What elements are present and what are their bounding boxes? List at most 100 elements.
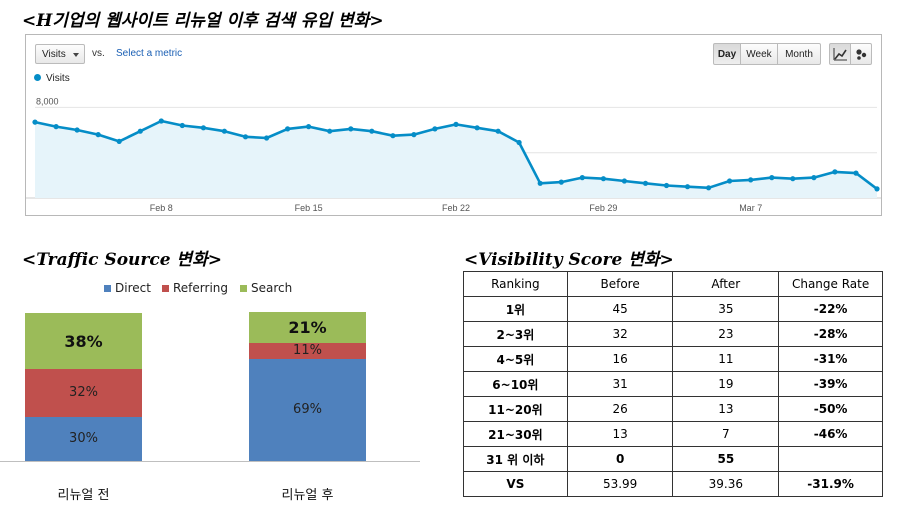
cell-ranking: 6~10위: [463, 371, 568, 397]
data-point: [874, 186, 880, 192]
cell-before: 31: [566, 371, 674, 397]
data-point: [53, 124, 59, 130]
visibility-score-title: <Visibility Score 변화>: [464, 250, 674, 270]
data-point: [748, 177, 754, 183]
bar-segment-label: 30%: [69, 431, 98, 447]
data-point: [495, 128, 501, 134]
table-row: 21~30위 13 7 -46%: [463, 421, 883, 447]
legend-direct-label: Direct: [115, 281, 151, 295]
line-chart-icon: [833, 48, 847, 61]
cell-change-rate: -46%: [778, 421, 883, 447]
table-row: 2~3위 32 23 -28%: [463, 321, 883, 347]
data-point: [706, 185, 712, 191]
bar-segment-label: 21%: [288, 317, 327, 337]
x-tick-label: Feb 8: [150, 203, 173, 213]
legend-referring-swatch: [162, 285, 169, 292]
data-point: [158, 118, 164, 124]
motion-chart-button[interactable]: [850, 43, 872, 65]
table-row: 6~10위 31 19 -39%: [463, 371, 883, 397]
column-header-ranking: Ranking: [463, 271, 568, 297]
data-point: [832, 169, 838, 175]
column-header-before: Before: [566, 271, 674, 297]
x-tick-label: Feb 29: [589, 203, 617, 213]
data-point: [453, 121, 459, 127]
x-tick-label: Feb 22: [442, 203, 470, 213]
cell-after: 13: [672, 396, 780, 422]
cell-change-rate: -50%: [778, 396, 883, 422]
cell-before: 53.99: [566, 471, 674, 497]
cell-ranking: 2~3위: [463, 321, 568, 347]
table-row: 11~20위 26 13 -50%: [463, 396, 883, 422]
data-point: [74, 127, 80, 133]
vs-label: vs.: [92, 48, 105, 59]
data-point: [116, 138, 122, 144]
data-point: [411, 132, 417, 138]
y-tick-label: 8,000: [36, 96, 59, 106]
data-point: [474, 125, 480, 131]
cell-change-rate: -28%: [778, 321, 883, 347]
data-point: [285, 126, 291, 132]
granularity-month-button[interactable]: Month: [777, 43, 821, 65]
bar-segment-referring: 32%: [25, 369, 142, 417]
traffic-source-title: <Traffic Source 변화>: [22, 250, 222, 270]
legend-search: Search: [240, 281, 292, 295]
metric-select[interactable]: Visits: [35, 44, 85, 64]
table-row: VS 53.99 39.36 -31.9%: [463, 471, 883, 497]
data-point: [663, 182, 670, 189]
cell-after: 23: [672, 321, 780, 347]
cell-after: 55: [672, 446, 780, 472]
cell-ranking: VS: [463, 471, 568, 497]
data-point: [200, 125, 206, 131]
data-point: [537, 180, 543, 186]
data-point: [600, 176, 607, 182]
table-header-row: Ranking Before After Change Rate: [463, 271, 883, 297]
cell-after: 11: [672, 346, 780, 372]
cell-after: 19: [672, 371, 780, 397]
analytics-panel: Visits vs. Select a metric Day Week Mont…: [25, 34, 882, 216]
data-point: [558, 179, 564, 185]
cell-ranking: 1위: [463, 296, 568, 322]
data-point: [684, 184, 691, 190]
legend-search-swatch: [240, 285, 247, 292]
cell-before: 0: [566, 446, 674, 472]
cell-change-rate: -31.9%: [778, 471, 883, 497]
motion-chart-icon: [856, 49, 867, 60]
web-traffic-title: <H기업의 웹사이트 리뉴얼 이후 검색 유입 변화>: [22, 11, 384, 31]
visits-area: [35, 121, 877, 198]
cell-change-rate: -39%: [778, 371, 883, 397]
data-point: [221, 128, 227, 134]
cell-change-rate: -31%: [778, 346, 883, 372]
table-row: 1위 45 35 -22%: [463, 296, 883, 322]
data-point: [32, 119, 38, 125]
legend-search-label: Search: [251, 281, 293, 295]
data-point: [579, 175, 585, 181]
data-point: [727, 178, 733, 184]
data-point: [621, 178, 628, 184]
bar-segment-label: 11%: [293, 343, 322, 359]
select-metric-link[interactable]: Select a metric: [116, 48, 183, 59]
cell-before: 32: [566, 321, 674, 347]
data-point: [642, 180, 649, 186]
visibility-table: Ranking Before After Change Rate 1위 45 35-…: [463, 271, 883, 497]
data-point: [306, 124, 312, 130]
data-point: [516, 139, 522, 146]
cell-after: 35: [672, 296, 780, 322]
data-point: [242, 134, 249, 140]
cell-ranking: 11~20위: [463, 396, 568, 422]
data-point: [390, 133, 396, 139]
chart-legend: Visits: [34, 73, 70, 84]
dropdown-caret-icon: [73, 53, 79, 57]
category-label-before: 리뉴얼 전: [57, 488, 110, 503]
legend-referring-label: Referring: [173, 281, 229, 295]
cell-after: 7: [672, 421, 780, 447]
cell-before: 26: [566, 396, 674, 422]
table-row: 31 위 이하 0 55: [463, 446, 883, 472]
data-point: [769, 175, 775, 181]
data-point: [137, 128, 143, 134]
bar-segment-search: 38%: [25, 313, 142, 370]
data-point: [348, 126, 354, 132]
x-tick-label: Feb 15: [295, 203, 323, 213]
bar-segment-direct: 69%: [249, 358, 366, 461]
stacked-bar-before: 30% 32% 38%: [25, 313, 142, 461]
